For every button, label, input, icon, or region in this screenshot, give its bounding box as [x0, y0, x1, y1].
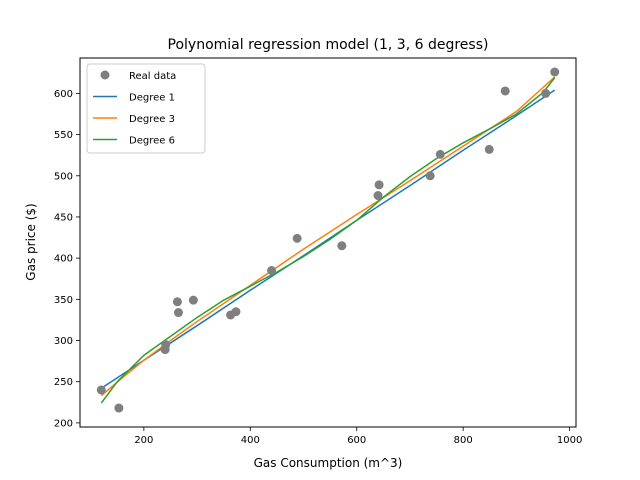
- legend: Real data Degree 1 Degree 3 Degree 6: [86, 63, 206, 154]
- y-axis-label: Gas price ($): [24, 203, 38, 280]
- data-point-4: [161, 340, 171, 350]
- legend-label: Degree 3: [129, 114, 175, 125]
- data-point-13: [373, 191, 383, 201]
- chart-title: Polynomial regression model (1, 3, 6 deg…: [168, 37, 489, 53]
- x-tick-label: 600: [347, 435, 366, 446]
- legend-label: Degree 6: [129, 136, 175, 147]
- plot-area: [96, 67, 560, 413]
- y-axis: 200 250 300 350 400 450 500 550 600: [54, 89, 80, 429]
- data-point-17: [484, 144, 494, 154]
- y-tick-label: 400: [54, 254, 73, 265]
- y-tick-label: 350: [54, 295, 73, 306]
- data-point-12: [337, 241, 347, 251]
- series-line-degree-1: [100, 89, 556, 389]
- legend-marker: [100, 70, 110, 80]
- data-point-20: [550, 67, 560, 77]
- data-point-5: [172, 297, 182, 307]
- x-tick-label: 200: [134, 435, 153, 446]
- data-point-19: [541, 88, 551, 98]
- legend-label: Real data: [129, 71, 176, 82]
- y-tick-label: 300: [54, 336, 73, 347]
- data-point-11: [292, 233, 302, 243]
- y-tick-label: 550: [54, 130, 73, 141]
- data-point-10: [267, 266, 277, 275]
- data-point-6: [173, 308, 183, 318]
- data-point-1: [96, 385, 106, 395]
- y-tick-label: 500: [54, 171, 73, 182]
- legend-label: Degree 1: [129, 93, 175, 104]
- x-tick-label: 800: [454, 435, 473, 446]
- plot-frame: [79, 57, 577, 428]
- y-tick-label: 600: [54, 89, 73, 100]
- data-point-2: [114, 403, 124, 413]
- x-tick-label: 400: [241, 435, 260, 446]
- y-tick-label: 200: [54, 418, 73, 429]
- y-tick-label: 250: [54, 377, 73, 388]
- series-line-degree-6: [100, 77, 556, 404]
- x-axis-label: Gas Consumption (m^3): [254, 456, 403, 470]
- data-point-15: [425, 171, 435, 181]
- data-point-18: [500, 86, 510, 96]
- data-point-14: [374, 180, 384, 190]
- x-axis: 200 400 600 800 1000: [134, 427, 582, 446]
- legend-box: [86, 63, 206, 154]
- data-point-9: [231, 307, 241, 317]
- y-tick-label: 450: [54, 212, 73, 223]
- data-point-7: [188, 295, 198, 305]
- x-tick-label: 1000: [557, 435, 582, 446]
- data-point-16: [435, 149, 445, 159]
